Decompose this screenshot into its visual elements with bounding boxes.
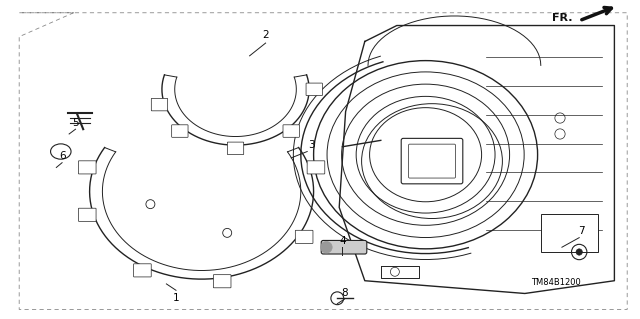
FancyBboxPatch shape: [134, 264, 151, 277]
FancyBboxPatch shape: [295, 230, 313, 243]
FancyBboxPatch shape: [283, 125, 300, 137]
FancyBboxPatch shape: [306, 83, 323, 96]
Text: 5: 5: [72, 118, 79, 128]
FancyBboxPatch shape: [541, 214, 598, 252]
FancyBboxPatch shape: [321, 241, 367, 254]
Text: 8: 8: [341, 288, 348, 298]
Circle shape: [321, 241, 332, 253]
Text: 3: 3: [308, 140, 315, 150]
Text: FR.: FR.: [552, 12, 573, 23]
FancyBboxPatch shape: [408, 144, 456, 178]
FancyBboxPatch shape: [151, 98, 168, 111]
Text: 2: 2: [262, 30, 269, 40]
Text: TM84B1200: TM84B1200: [531, 278, 581, 287]
Text: 4: 4: [339, 236, 346, 246]
FancyBboxPatch shape: [227, 142, 244, 155]
Text: 7: 7: [578, 226, 584, 236]
FancyBboxPatch shape: [307, 161, 324, 174]
Ellipse shape: [51, 144, 71, 159]
Text: 1: 1: [173, 293, 179, 303]
FancyBboxPatch shape: [79, 208, 96, 221]
FancyBboxPatch shape: [172, 125, 188, 137]
FancyBboxPatch shape: [213, 275, 231, 288]
FancyBboxPatch shape: [79, 161, 96, 174]
Text: 6: 6: [59, 151, 65, 161]
FancyBboxPatch shape: [401, 138, 463, 184]
Circle shape: [576, 249, 582, 255]
